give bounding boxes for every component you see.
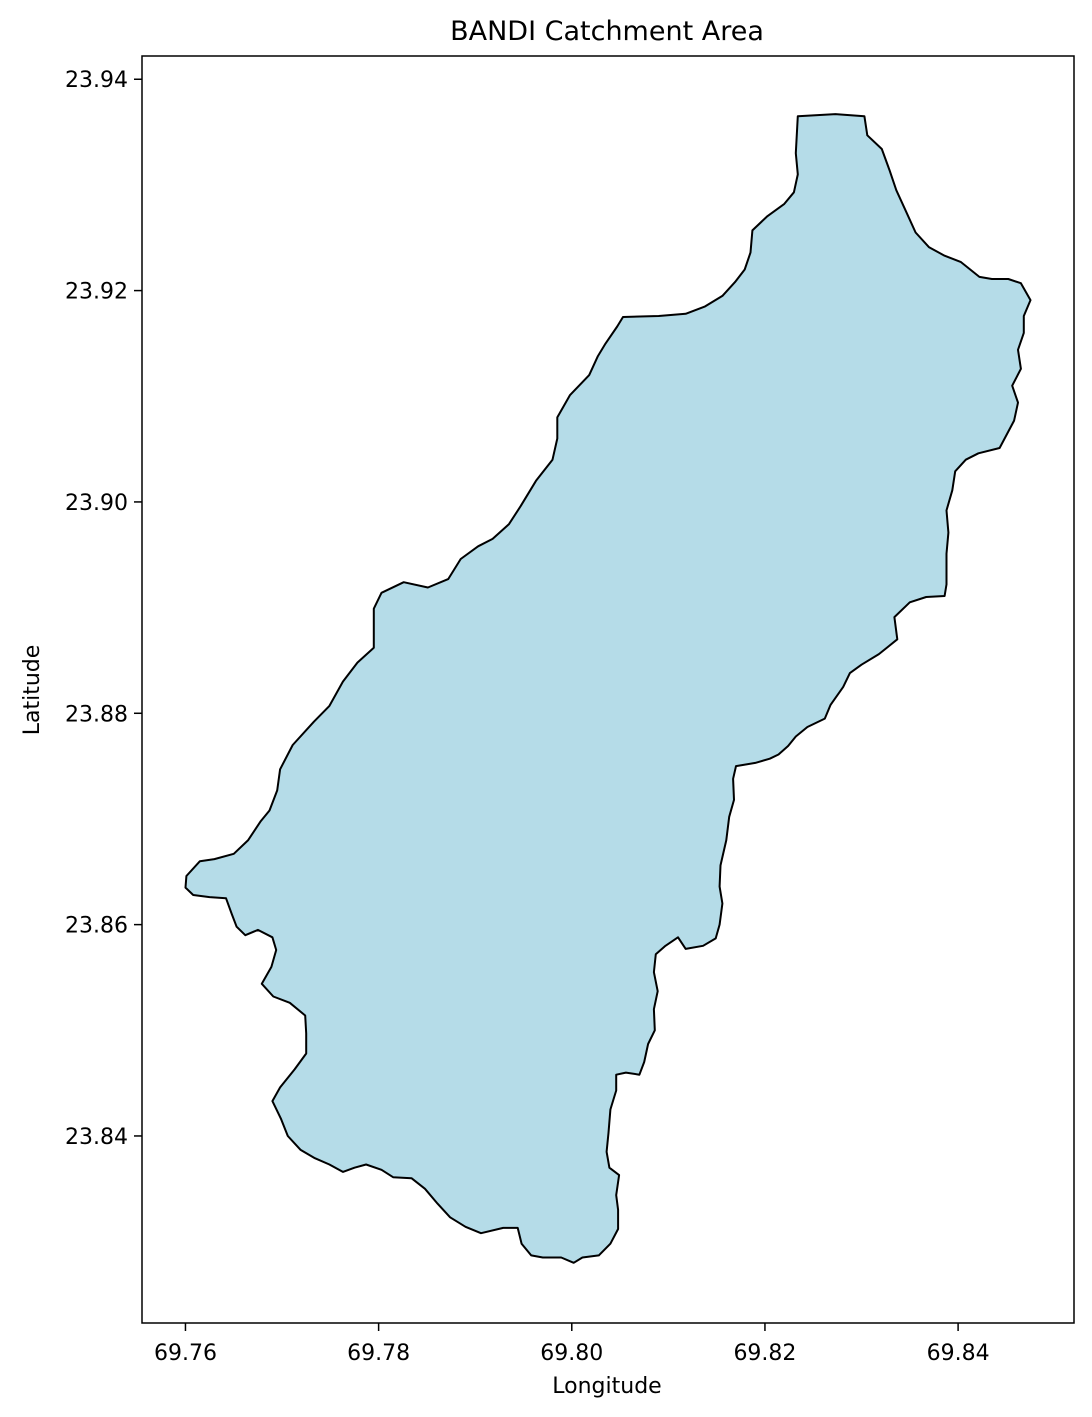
y-tick-label: 23.88 bbox=[65, 702, 128, 727]
y-axis-label: Latitude bbox=[20, 645, 45, 736]
x-tick-label: 69.80 bbox=[540, 1341, 603, 1366]
x-tick-label: 69.84 bbox=[927, 1341, 990, 1366]
catchment-polygon bbox=[184, 113, 1032, 1264]
x-tick-label: 69.78 bbox=[347, 1341, 410, 1366]
y-tick-label: 23.84 bbox=[65, 1125, 128, 1150]
x-tick-label: 69.76 bbox=[154, 1341, 217, 1366]
plot-frame bbox=[141, 55, 1075, 1324]
y-tick-label: 23.86 bbox=[65, 914, 128, 939]
x-axis-label: Longitude bbox=[552, 1374, 661, 1399]
x-axis: 69.76 69.78 69.80 69.82 69.84 bbox=[154, 1323, 990, 1366]
y-tick-label: 23.90 bbox=[65, 491, 128, 516]
x-tick-label: 69.82 bbox=[733, 1341, 796, 1366]
y-axis: 23.84 23.86 23.88 23.90 23.92 23.94 bbox=[65, 68, 142, 1150]
y-tick-label: 23.92 bbox=[65, 280, 128, 305]
catchment-area-layer bbox=[184, 113, 1032, 1264]
y-tick-label: 23.94 bbox=[65, 68, 128, 93]
chart-title: BANDI Catchment Area bbox=[450, 16, 764, 47]
